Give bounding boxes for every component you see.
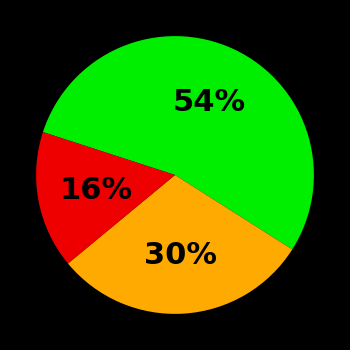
Text: 54%: 54% [173,88,246,117]
Text: 16%: 16% [59,176,132,205]
Text: 30%: 30% [144,241,217,270]
Wedge shape [43,36,314,250]
Wedge shape [36,132,175,264]
Wedge shape [68,175,292,314]
